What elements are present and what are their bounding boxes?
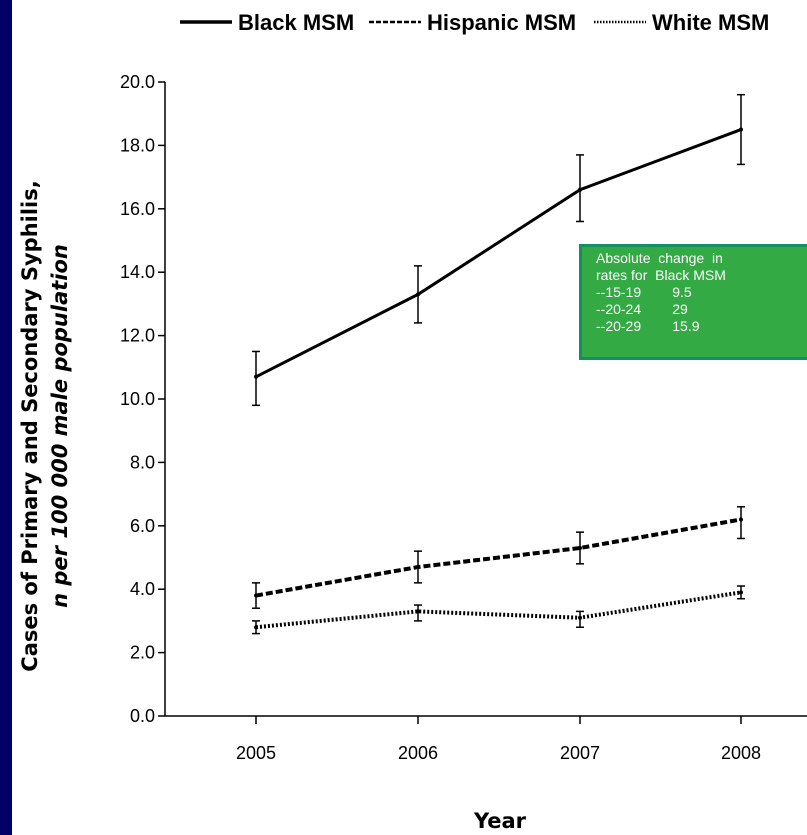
x-axis-title: Year — [473, 809, 527, 833]
series-line — [255, 128, 742, 379]
y-axis-title-line1: Cases of Primary and Secondary Syphilis, — [18, 180, 42, 671]
data-point — [739, 127, 743, 132]
y-tick-label: 10.0 — [120, 389, 155, 409]
data-point — [254, 593, 258, 598]
series-white-msm — [252, 585, 745, 635]
x-tick-label: 2005 — [236, 743, 276, 763]
x-tick-label: 2006 — [398, 743, 438, 763]
y-tick-label: 2.0 — [130, 643, 155, 663]
data-point — [578, 615, 582, 620]
data-point — [739, 517, 743, 522]
axes: 0.0 2.0 4.0 6.0 8.0 10.0 12.0 14.0 16.0 18.0 20.0 2… — [120, 72, 807, 763]
data-point — [416, 292, 420, 297]
y-tick-label: 12.0 — [120, 326, 155, 346]
y-tick-label: 16.0 — [120, 199, 155, 219]
y-tick-label: 20.0 — [120, 72, 155, 92]
annotation-line: --20-29 15.9 — [596, 318, 700, 334]
series-black-msm — [252, 93, 745, 407]
data-point — [254, 625, 258, 630]
y-tick-label: 0.0 — [130, 706, 155, 726]
series-layer — [252, 93, 745, 635]
data-point — [416, 565, 420, 570]
data-point — [416, 609, 420, 614]
annotation-line: --15-19 9.5 — [596, 284, 692, 300]
data-point — [254, 374, 258, 379]
y-tick-label: 8.0 — [130, 452, 155, 472]
legend-label: Black MSM — [238, 10, 354, 35]
annotation-line: Absolute change in — [596, 250, 723, 266]
data-point — [739, 590, 743, 595]
series-line — [255, 517, 742, 598]
data-point — [578, 187, 582, 192]
y-axis-title-line2: n per 100 000 male population — [48, 244, 72, 608]
data-point — [578, 545, 582, 550]
y-tick-label: 14.0 — [120, 262, 155, 282]
y-tick-label: 4.0 — [130, 579, 155, 599]
y-tick-label: 18.0 — [120, 135, 155, 155]
annotation-line: --20-24 29 — [596, 301, 688, 317]
syphilis-line-chart: Black MSM Hispanic MSM White MSM 0.0 2.0 4.0… — [18, 10, 807, 833]
series-hispanic-msm — [252, 506, 745, 609]
x-tick-label: 2008 — [721, 743, 761, 763]
absolute-change-annotation-box: Absolute change in rates for Black MSM -… — [579, 244, 807, 360]
legend: Black MSM Hispanic MSM White MSM — [180, 10, 769, 35]
annotation-line: rates for Black MSM — [596, 267, 726, 283]
y-tick-label: 6.0 — [130, 516, 155, 536]
chart-frame: Black MSM Hispanic MSM White MSM 0.0 2.0 4.0… — [12, 0, 807, 835]
series-line — [255, 590, 742, 630]
legend-label: Hispanic MSM — [427, 10, 576, 35]
x-tick-label: 2007 — [560, 743, 600, 763]
legend-label: White MSM — [652, 10, 769, 35]
